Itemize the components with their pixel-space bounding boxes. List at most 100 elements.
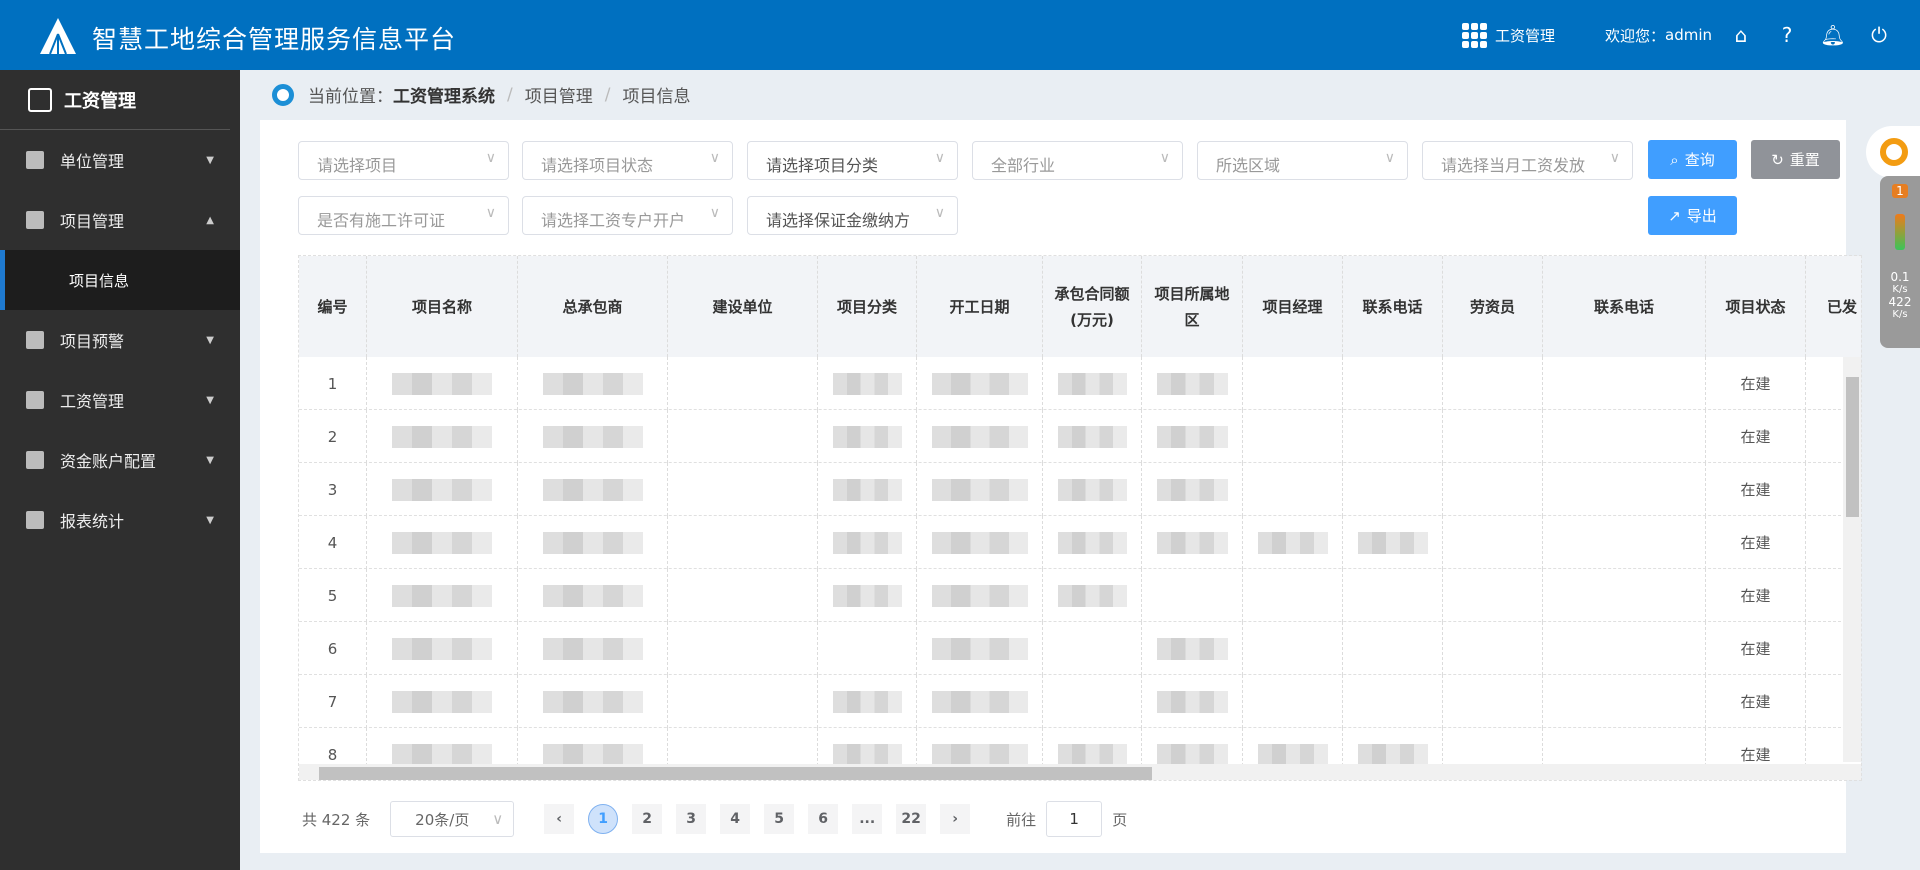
redacted-content xyxy=(392,584,492,607)
redacted-content xyxy=(542,743,643,766)
filter-select[interactable]: 请选择保证金缴纳方 ∨ xyxy=(747,196,958,235)
reset-button[interactable]: ↻ 重置 xyxy=(1751,140,1840,179)
sidebar-item-label: 工资管理 xyxy=(60,392,125,411)
table-row[interactable]: 3 在建 xyxy=(299,463,1861,516)
prev-page-button[interactable]: ‹ xyxy=(544,804,575,834)
table-row[interactable]: 2 在建 xyxy=(299,410,1861,463)
welcome-label: 欢迎您： xyxy=(1604,26,1665,45)
table-row[interactable]: 6 在建 xyxy=(299,622,1861,675)
page-button[interactable]: 6 xyxy=(808,804,839,834)
chevron-down-icon: ∨ xyxy=(485,150,496,166)
sidebar-item-project[interactable]: 项目管理 ▲ xyxy=(0,190,240,250)
total-count: 共 422 条 xyxy=(302,810,371,829)
goto-page-input[interactable]: 1 xyxy=(1046,801,1103,837)
sidebar-subitem-project-info[interactable]: 项目信息 xyxy=(0,250,240,310)
table-cell xyxy=(1043,675,1142,728)
page-size-value: 20条/页 xyxy=(415,810,470,829)
table-cell xyxy=(1543,675,1706,728)
table-row[interactable]: 4 在建 xyxy=(299,516,1861,569)
column-header: 建设单位 xyxy=(668,256,818,357)
table-row[interactable]: 7 在建 xyxy=(299,675,1861,728)
redacted-content xyxy=(542,478,643,501)
table-cell xyxy=(1043,357,1142,410)
table-cell xyxy=(1142,410,1243,463)
chevron-down-icon: ∨ xyxy=(492,810,504,828)
sidebar-item-account[interactable]: 资金账户配置 ▼ xyxy=(0,430,240,490)
table-cell xyxy=(1043,728,1142,780)
table-cell xyxy=(818,569,917,622)
filter-select[interactable]: 请选择项目 ∨ xyxy=(298,141,509,180)
table-cell xyxy=(917,569,1043,622)
table-cell xyxy=(1043,569,1142,622)
folder-icon xyxy=(26,211,44,229)
flower-icon xyxy=(1880,138,1908,166)
table-cell xyxy=(518,357,668,410)
help-icon[interactable]: ? xyxy=(1781,23,1793,47)
breadcrumb-item[interactable]: 项目管理 xyxy=(524,87,593,107)
sidebar-item-payroll[interactable]: 工资管理 ▼ xyxy=(0,370,240,430)
filter-text: 请选择项目 xyxy=(317,156,398,175)
filter-select[interactable]: 请选择项目状态 ∨ xyxy=(522,141,733,180)
chevron-down-icon: ∨ xyxy=(485,205,496,221)
project-table: 编号 项目名称 总承包商 建设单位 项目分类 开工日期 承包合同额(万元) 项目所属地区 项目经… xyxy=(298,255,1862,781)
table-row[interactable]: 1 在建 xyxy=(299,357,1861,410)
logo-icon xyxy=(40,18,76,55)
redacted-content xyxy=(1156,743,1228,766)
table-cell xyxy=(917,622,1043,675)
page-button[interactable]: 22 xyxy=(896,804,927,834)
assistant-widget[interactable] xyxy=(1866,126,1920,178)
table-cell xyxy=(1142,622,1243,675)
table-cell xyxy=(1043,516,1142,569)
breadcrumb-item[interactable]: 工资管理系统 xyxy=(393,87,495,107)
filter-select[interactable]: 全部行业 ∨ xyxy=(972,141,1183,180)
chevron-down-icon: ∨ xyxy=(934,205,945,221)
filter-select[interactable]: 所选区域 ∨ xyxy=(1197,141,1408,180)
table-cell xyxy=(1543,516,1706,569)
filter-select[interactable]: 请选择当月工资发放 ∨ xyxy=(1422,141,1633,180)
sidebar-item-label: 报表统计 xyxy=(60,512,125,531)
sidebar-item-label: 单位管理 xyxy=(60,152,125,171)
upload-speed: 0.1 xyxy=(1890,270,1910,284)
redacted-content xyxy=(1156,531,1228,554)
filter-select[interactable]: 请选择项目分类 ∨ xyxy=(747,141,958,180)
table-header: 编号 项目名称 总承包商 建设单位 项目分类 开工日期 承包合同额(万元) 项目所属地区 项目经… xyxy=(299,256,1861,357)
page-button[interactable]: 4 xyxy=(720,804,751,834)
next-page-button[interactable]: › xyxy=(940,804,971,834)
goto-label: 前往 xyxy=(1006,810,1037,829)
table-cell: 8 xyxy=(299,728,367,780)
table-cell xyxy=(668,463,818,516)
sidebar-item-warning[interactable]: 项目预警 ▼ xyxy=(0,310,240,370)
table-cell xyxy=(818,516,917,569)
redacted-content xyxy=(832,690,902,713)
horizontal-scrollbar[interactable] xyxy=(299,764,1861,780)
table-cell xyxy=(917,516,1043,569)
network-monitor[interactable]: 1 0.1 K/s 422 K/s xyxy=(1880,176,1920,348)
page-button[interactable]: 2 xyxy=(632,804,663,834)
filter-select[interactable]: 是否有施工许可证 ∨ xyxy=(298,196,509,235)
table-cell: 5 xyxy=(299,569,367,622)
table-cell xyxy=(668,728,818,780)
table-row[interactable]: 5 在建 xyxy=(299,569,1861,622)
redacted-content xyxy=(1257,743,1328,766)
query-button[interactable]: ⌕ 查询 xyxy=(1648,140,1737,179)
page-button[interactable]: 5 xyxy=(764,804,795,834)
filter-text: 请选择项目分类 xyxy=(766,156,879,175)
page-size-select[interactable]: 20条/页 ∨ xyxy=(390,801,515,837)
power-icon[interactable]: ⏻ xyxy=(1871,23,1887,47)
table-cell xyxy=(1142,357,1243,410)
redacted-content xyxy=(542,372,643,395)
filter-select[interactable]: 请选择工资专户开户 ∨ xyxy=(522,196,733,235)
home-icon[interactable]: ⌂ xyxy=(1734,23,1748,47)
sidebar-item-report[interactable]: 报表统计 ▼ xyxy=(0,490,240,550)
breadcrumb: 当前位置： 工资管理系统 / 项目管理 / 项目信息 xyxy=(272,82,690,107)
module-switch[interactable]: 工资管理 xyxy=(1461,22,1555,48)
table-cell xyxy=(367,675,518,728)
page-button[interactable]: ... xyxy=(852,804,883,834)
bell-icon[interactable]: 🔔︎ xyxy=(1820,23,1846,47)
sidebar-item-unit[interactable]: 单位管理 ▼ xyxy=(0,130,240,190)
export-button[interactable]: ↗ 导出 xyxy=(1648,196,1737,235)
vertical-scrollbar[interactable] xyxy=(1843,357,1861,762)
page-button[interactable]: 3 xyxy=(676,804,707,834)
page-button[interactable]: 1 xyxy=(588,804,619,834)
table-cell: 在建 xyxy=(1706,728,1806,780)
